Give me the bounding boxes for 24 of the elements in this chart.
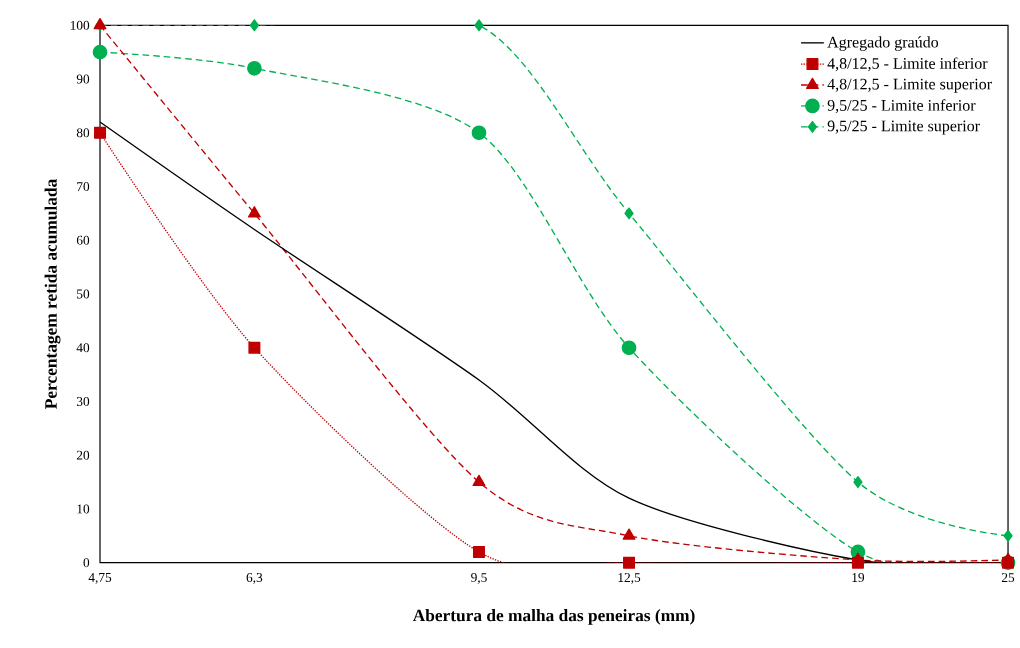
y-tick-label: 100 bbox=[70, 20, 90, 30]
y-tick-label: 70 bbox=[77, 182, 90, 192]
x-tick-label: 4,75 bbox=[88, 573, 112, 584]
x-tick-label: 12,5 bbox=[618, 573, 641, 584]
y-tick-label: 90 bbox=[76, 74, 90, 84]
y-tick-label: 40 bbox=[76, 343, 90, 353]
y-tick-label: 80 bbox=[76, 128, 90, 138]
y-tick-label: 50 bbox=[77, 289, 90, 299]
y-tick-label: 10 bbox=[77, 504, 90, 514]
x-axis-title: Abertura de malha das peneiras (mm) bbox=[412, 609, 695, 625]
legend-label: Agregado graúdo bbox=[827, 36, 939, 51]
legend-label: 4,8/12,5 - Limite superior bbox=[827, 78, 992, 93]
x-tick-label: 19 bbox=[852, 573, 865, 583]
legend-label: 4,8/12,5 - Limite inferior bbox=[827, 57, 988, 72]
x-tick-label: 6,3 bbox=[246, 573, 263, 584]
legend-label: 9,5/25 - Limite superior bbox=[827, 120, 980, 135]
y-axis-title: Percentagem retida acumulada bbox=[44, 179, 61, 409]
legend-label: 9,5/25 - Limite inferior bbox=[827, 99, 976, 114]
y-tick-label: 20 bbox=[76, 450, 90, 460]
y-tick-label: 30 bbox=[76, 396, 90, 406]
x-tick-label: 25 bbox=[1001, 573, 1015, 583]
y-tick-label: 60 bbox=[76, 235, 90, 245]
y-tick-label: 0 bbox=[83, 558, 90, 568]
x-tick-label: 9,5 bbox=[471, 573, 487, 584]
